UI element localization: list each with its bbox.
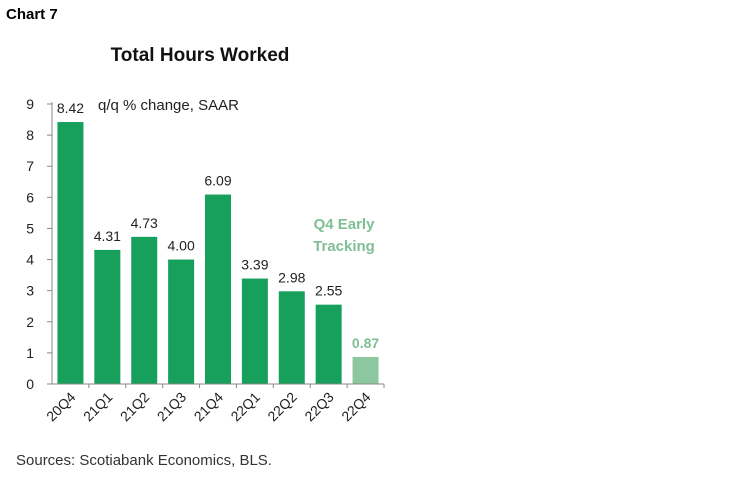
y-tick-label: 1 — [26, 345, 34, 361]
y-tick-label: 6 — [26, 189, 34, 205]
data-label-22q2: 2.98 — [278, 269, 305, 285]
chart-number: Chart 7 — [6, 6, 58, 23]
bar-22q4 — [352, 356, 379, 384]
x-tick-label: 22Q1 — [227, 389, 263, 425]
x-tick-label: 21Q3 — [154, 389, 190, 425]
bars — [57, 122, 379, 385]
data-label-20q4: 8.42 — [57, 100, 84, 116]
y-tick-label: 8 — [26, 127, 34, 143]
data-label-21q3: 4.00 — [167, 238, 194, 254]
data-label-21q1: 4.31 — [94, 228, 121, 244]
y-tick-label: 7 — [26, 158, 34, 174]
x-tick-label: 21Q2 — [117, 389, 153, 425]
x-tick-label: 21Q1 — [80, 389, 116, 425]
chart-subtitle: q/q % change, SAAR — [98, 97, 239, 114]
bar-20q4 — [57, 122, 84, 385]
data-label-22q1: 3.39 — [241, 257, 268, 273]
bar-22q2 — [278, 291, 305, 384]
x-tick-label: 22Q4 — [338, 389, 374, 425]
x-tick-label: 22Q2 — [264, 389, 300, 425]
chart-title: Total Hours Worked — [110, 45, 290, 66]
y-tick-label: 5 — [26, 220, 34, 236]
data-label-21q4: 6.09 — [204, 173, 231, 189]
data-label-21q2: 4.73 — [131, 215, 158, 231]
x-axis: 20Q4 21Q1 21Q2 21Q3 21Q4 22Q1 22Q2 22Q3 22Q4 — [43, 383, 385, 425]
bar-21q3 — [168, 259, 195, 384]
y-tick-label: 4 — [26, 252, 34, 268]
bar-22q1 — [241, 278, 268, 384]
bar-21q2 — [131, 236, 158, 384]
y-tick-label: 2 — [26, 314, 34, 330]
y-tick-label: 9 — [26, 96, 34, 112]
y-tick-label: 0 — [26, 376, 34, 392]
y-tick-label: 3 — [26, 283, 34, 299]
data-labels: 8.42 4.31 4.73 4.00 6.09 3.39 2.98 2.55 0.87 — [57, 100, 380, 351]
bar-21q1 — [94, 249, 121, 384]
x-tick-label: 21Q4 — [191, 389, 227, 425]
bar-22q3 — [315, 304, 342, 384]
x-tick-label: 22Q3 — [301, 389, 337, 425]
source-note: Sources: Scotiabank Economics, BLS. — [16, 452, 272, 469]
x-tick-label: 20Q4 — [43, 389, 79, 425]
y-axis: 0 1 2 3 4 5 6 7 8 9 — [26, 96, 53, 392]
data-label-22q4: 0.87 — [352, 335, 379, 351]
data-label-22q3: 2.55 — [315, 283, 342, 299]
early-tracking-annotation: Q4 Early Tracking — [313, 216, 375, 255]
bar-21q4 — [205, 194, 231, 384]
